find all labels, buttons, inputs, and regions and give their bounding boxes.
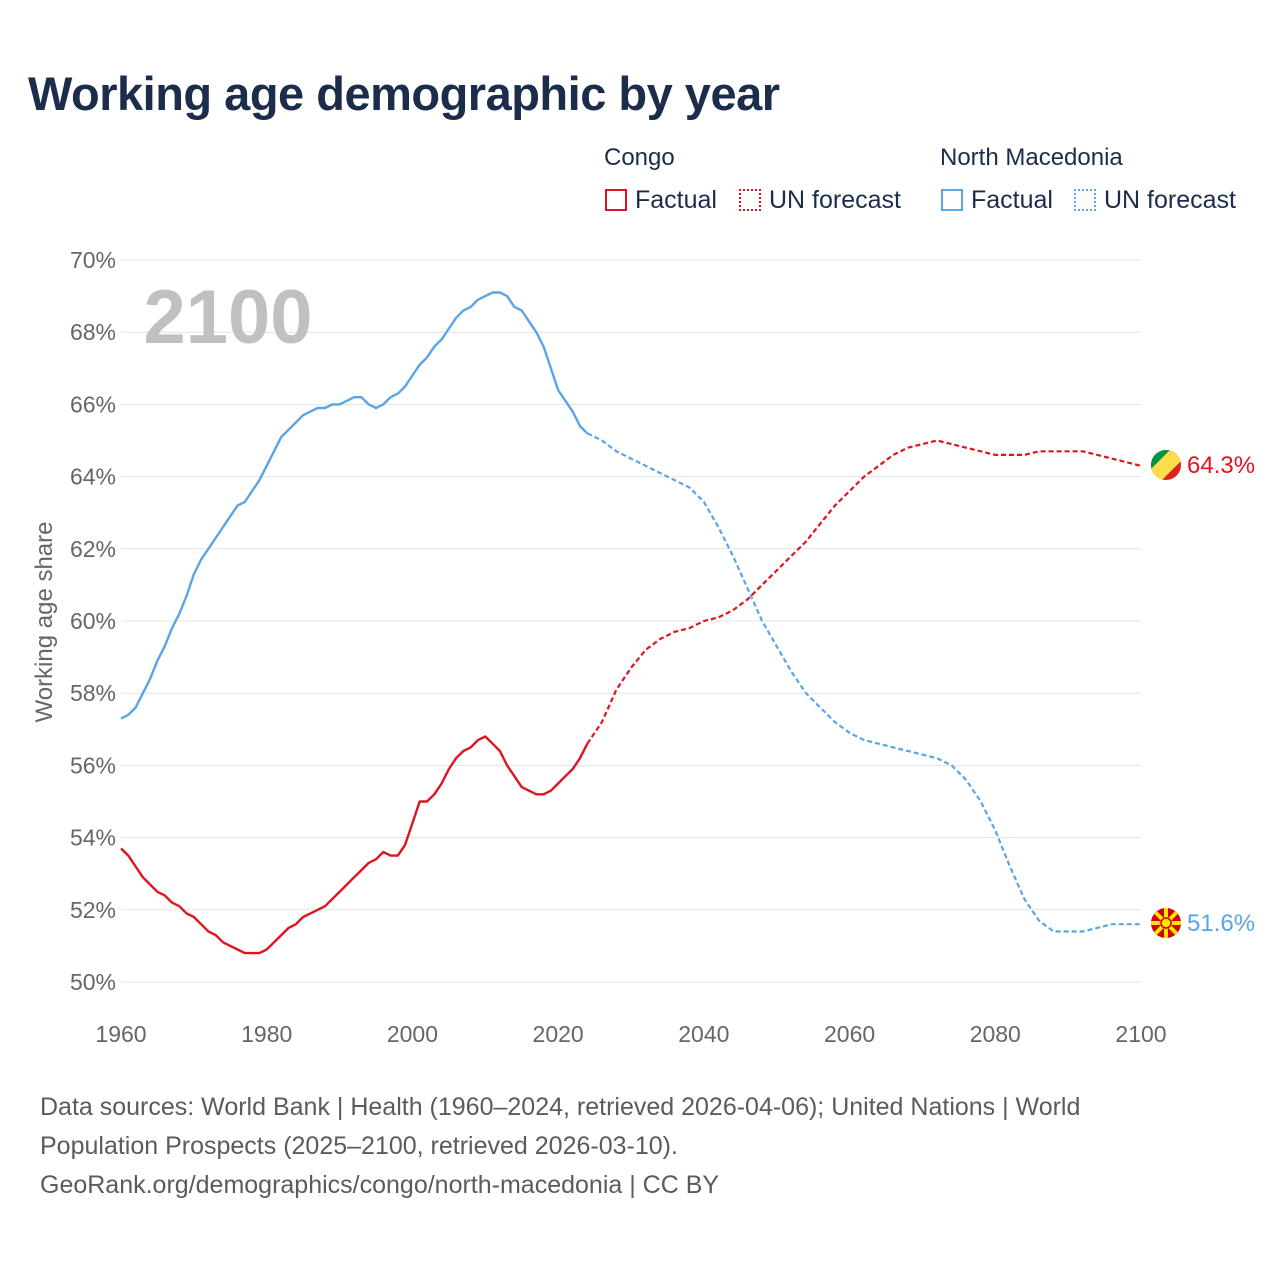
y-tick-label: 66% [70,391,116,417]
y-tick-label: 54% [70,825,116,851]
x-tick-label: 2080 [970,1021,1021,1047]
legend-item-congo-forecast[interactable]: UN forecast [739,184,901,216]
legend-label: UN forecast [1104,185,1236,214]
x-tick-label: 2040 [678,1021,729,1047]
legend-title-north-macedonia: North Macedonia [940,144,1123,171]
x-tick-label: 2100 [1115,1021,1166,1047]
y-axis: 50% 52% 54% 56% 58% 60% 62% 64% 66% 68% 70% [70,247,116,995]
x-tick-label: 1960 [95,1021,146,1047]
y-tick-label: 70% [70,247,116,273]
source-line: GeoRank.org/demographics/congo/north-mac… [40,1171,720,1199]
year-watermark: 2100 [143,275,312,360]
congo-forecast-line [586,439,1142,745]
congo-factual-line [120,735,589,955]
x-axis: 1960 1980 2000 2020 2040 2060 2080 2100 [95,1021,1166,1047]
x-tick-label: 2060 [824,1021,875,1047]
legend-title-congo: Congo [604,144,675,171]
legend-label: Factual [635,185,717,214]
legend-swatch-dotted-icon [739,189,761,211]
north-macedonia-factual-line [120,291,589,720]
source-note: Data sources: World Bank | Health (1960–… [40,1088,1200,1205]
legend-item-congo-factual[interactable]: Factual [605,184,717,216]
y-tick-label: 60% [70,608,116,634]
legend-label: Factual [971,185,1053,214]
x-tick-label: 2020 [533,1021,584,1047]
legend-label: UN forecast [769,185,901,214]
y-tick-label: 62% [70,536,116,562]
legend-swatch-solid-icon [605,189,627,211]
y-tick-label: 52% [70,897,116,923]
north-macedonia-forecast-line [586,432,1141,933]
y-tick-label: 68% [70,319,116,345]
legend-item-north-macedonia-forecast[interactable]: UN forecast [1074,184,1236,216]
series-lines [120,291,1142,955]
y-axis-label: Working age share [31,522,58,723]
legend-swatch-dotted-icon [1074,189,1096,211]
legend-swatch-solid-icon [941,189,963,211]
north-macedonia-flag-icon [1151,908,1181,938]
gridlines [121,259,1141,983]
end-label-congo: 64.3% [1187,452,1255,479]
y-tick-label: 50% [70,969,116,995]
y-tick-label: 58% [70,680,116,706]
source-line: Population Prospects (2025–2100, retriev… [40,1132,678,1160]
source-line: Data sources: World Bank | Health (1960–… [40,1093,1081,1121]
y-tick-label: 56% [70,752,116,778]
end-label-north-macedonia: 51.6% [1187,910,1255,937]
x-tick-label: 2000 [387,1021,438,1047]
congo-flag-icon [1151,450,1181,480]
x-tick-label: 1980 [241,1021,292,1047]
legend-item-north-macedonia-factual[interactable]: Factual [941,184,1053,216]
chart-title: Working age demographic by year [28,67,780,120]
y-tick-label: 64% [70,464,116,490]
